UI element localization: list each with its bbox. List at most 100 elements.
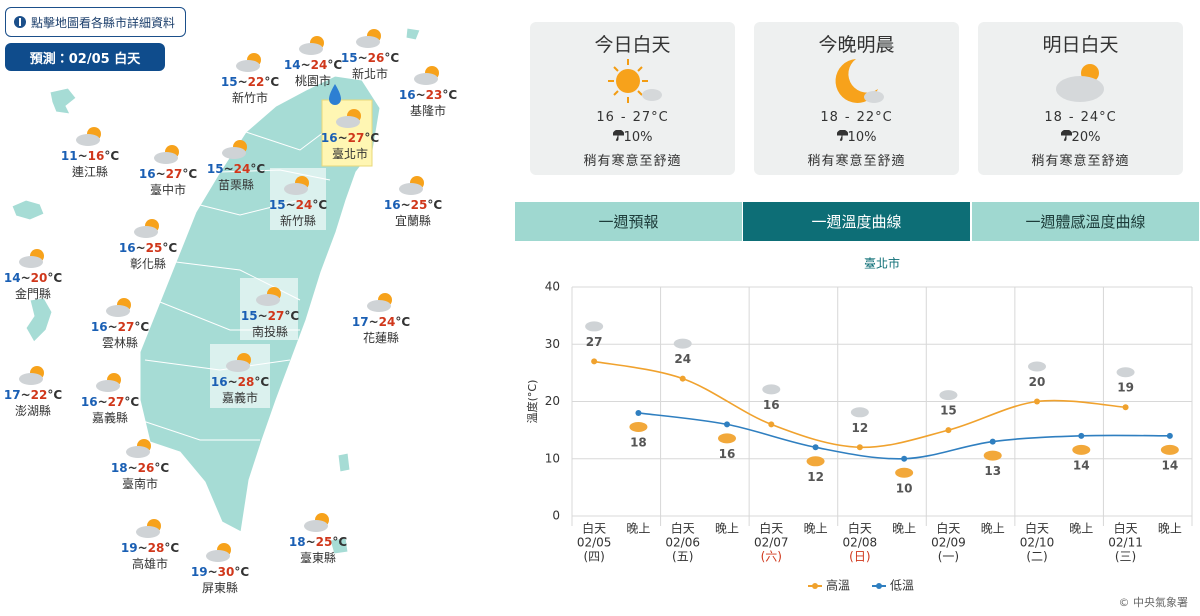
county-label[interactable]: 16~23°C 基隆市 xyxy=(399,87,457,119)
county-temp: 17~22°C xyxy=(4,387,62,403)
cloud xyxy=(226,360,250,372)
county-label[interactable]: 18~25°C 臺東縣 xyxy=(289,534,347,566)
separator: ~ xyxy=(415,88,426,102)
y-tick-label: 10 xyxy=(545,451,560,465)
county-temp: 18~25°C xyxy=(289,534,347,550)
county-label[interactable]: 14~20°C 金門縣 xyxy=(4,270,62,302)
separator: ~ xyxy=(127,461,138,475)
county-temp: 15~24°C xyxy=(207,161,265,177)
county-label[interactable]: 15~22°C 新竹市 xyxy=(221,74,279,106)
county-label[interactable]: 16~25°C 彰化縣 xyxy=(119,240,177,272)
county-label[interactable]: 16~25°C 宜蘭縣 xyxy=(384,197,442,229)
weather-icon xyxy=(126,439,151,458)
notice-text: 點擊地圖看各縣市詳細資料 xyxy=(31,15,176,30)
point xyxy=(1034,398,1040,405)
high-temp: 22 xyxy=(247,75,265,89)
x-weekday-label: (一) xyxy=(938,550,959,564)
low-temp: 16 xyxy=(383,198,401,212)
unit: °C xyxy=(264,75,280,89)
county-label[interactable]: 14~24°C 桃園市 xyxy=(284,57,342,89)
weather-icon xyxy=(356,29,381,48)
map-notice-button[interactable]: 點擊地圖看各縣市詳細資料 xyxy=(5,7,187,37)
county-name: 嘉義市 xyxy=(221,391,258,405)
unit: °C xyxy=(162,241,178,255)
tab[interactable]: 一週體感溫度曲線 xyxy=(972,202,1199,241)
county-label[interactable]: 16~27°C 臺北市 xyxy=(321,130,379,162)
county-name: 南投縣 xyxy=(251,325,288,339)
umbrella-icon xyxy=(612,129,625,141)
county-label[interactable]: 16~27°C 嘉義縣 xyxy=(81,394,139,426)
county-label[interactable]: 18~26°C 臺南市 xyxy=(111,460,169,492)
info-icon xyxy=(14,16,26,28)
county-label[interactable]: 16~27°C 臺中市 xyxy=(139,166,197,198)
county-label[interactable]: 19~28°C 高雄市 xyxy=(121,540,179,572)
county-label[interactable]: 17~24°C 花蓮縣 xyxy=(352,314,410,346)
value-label: 20 xyxy=(1029,375,1046,389)
label-backdrop xyxy=(240,278,298,340)
weather-icon xyxy=(850,407,869,418)
high-temp: 23 xyxy=(425,88,443,102)
county-label[interactable]: 16~28°C 嘉義市 xyxy=(211,374,269,406)
county-name: 臺東縣 xyxy=(299,551,336,565)
island xyxy=(337,452,351,473)
county-temp: 19~30°C xyxy=(191,564,249,580)
x-weekday-label: (六) xyxy=(761,550,782,564)
high-temp: 26 xyxy=(367,51,385,65)
weather-icon xyxy=(19,366,44,385)
county-name: 高雄市 xyxy=(131,557,168,571)
value-label: 12 xyxy=(807,470,824,484)
separator: - xyxy=(844,110,851,125)
unit: °C xyxy=(442,88,458,102)
cloud xyxy=(206,550,230,562)
high-temp: 24 xyxy=(378,315,396,329)
county-label[interactable]: 15~27°C 南投縣 xyxy=(241,308,299,340)
low-temp: 15 xyxy=(206,162,224,176)
cloud xyxy=(134,226,158,238)
county-name: 屏東縣 xyxy=(201,581,238,595)
x-date-label: 02/10 xyxy=(1020,536,1055,550)
value-label: 19 xyxy=(1117,381,1134,395)
rain-drop xyxy=(329,84,341,105)
weather-icon xyxy=(1028,361,1046,372)
separator: ~ xyxy=(285,198,296,212)
point xyxy=(1166,432,1173,439)
county-label[interactable]: 11~16°C 連江縣 xyxy=(61,148,119,180)
point xyxy=(1122,404,1129,411)
weather-icon xyxy=(106,298,131,317)
rain-chance: 10% xyxy=(847,130,877,145)
value-label: 13 xyxy=(984,464,1001,478)
weather-icon xyxy=(222,140,247,159)
county-temp: 16~23°C xyxy=(399,87,457,103)
island xyxy=(25,297,53,343)
unit: °C xyxy=(134,320,150,334)
separator: ~ xyxy=(400,198,411,212)
county-label[interactable]: 16~27°C 雲林縣 xyxy=(91,319,149,351)
x-tick-label: 晚上 xyxy=(626,522,650,536)
forecast-card: 今日白天 16-27°C 10% 稍有寒意至舒適 xyxy=(530,22,735,175)
county-label[interactable]: 15~26°C 新北市 xyxy=(341,50,399,82)
separator: ~ xyxy=(300,58,311,72)
weather-icon xyxy=(134,219,159,238)
forecast-card: 明日白天 18-24°C 20% 稍有寒意至舒適 xyxy=(978,22,1183,175)
separator: - xyxy=(620,110,627,125)
value-label: 24 xyxy=(674,352,691,366)
low-temp: 16 xyxy=(138,167,156,181)
tab-active[interactable]: 一週溫度曲線 xyxy=(743,202,970,241)
county-label[interactable]: 17~22°C 澎湖縣 xyxy=(4,387,62,419)
unit: °C xyxy=(364,131,380,145)
map-panel: 點擊地圖看各縣市詳細資料 預測：02/05 白天 15~22°C 新竹市 14~24… xyxy=(0,0,505,616)
weather-icon xyxy=(206,543,231,562)
unit: °C xyxy=(875,110,893,125)
rain-chance: 10% xyxy=(623,130,653,145)
weather-icon xyxy=(256,287,281,306)
tab[interactable]: 一週預報 xyxy=(515,202,742,241)
high-temp: 24 xyxy=(233,162,251,176)
county-label[interactable]: 15~24°C 苗栗縣 xyxy=(207,161,265,193)
low: 18 xyxy=(1044,110,1063,125)
weather-icon xyxy=(136,519,161,538)
x-tick-label: 白天 xyxy=(1114,521,1138,536)
county-label[interactable]: 15~24°C 新竹縣 xyxy=(269,197,327,229)
county-label[interactable]: 19~30°C 屏東縣 xyxy=(191,564,249,596)
cloud xyxy=(414,73,438,85)
point xyxy=(989,438,996,445)
